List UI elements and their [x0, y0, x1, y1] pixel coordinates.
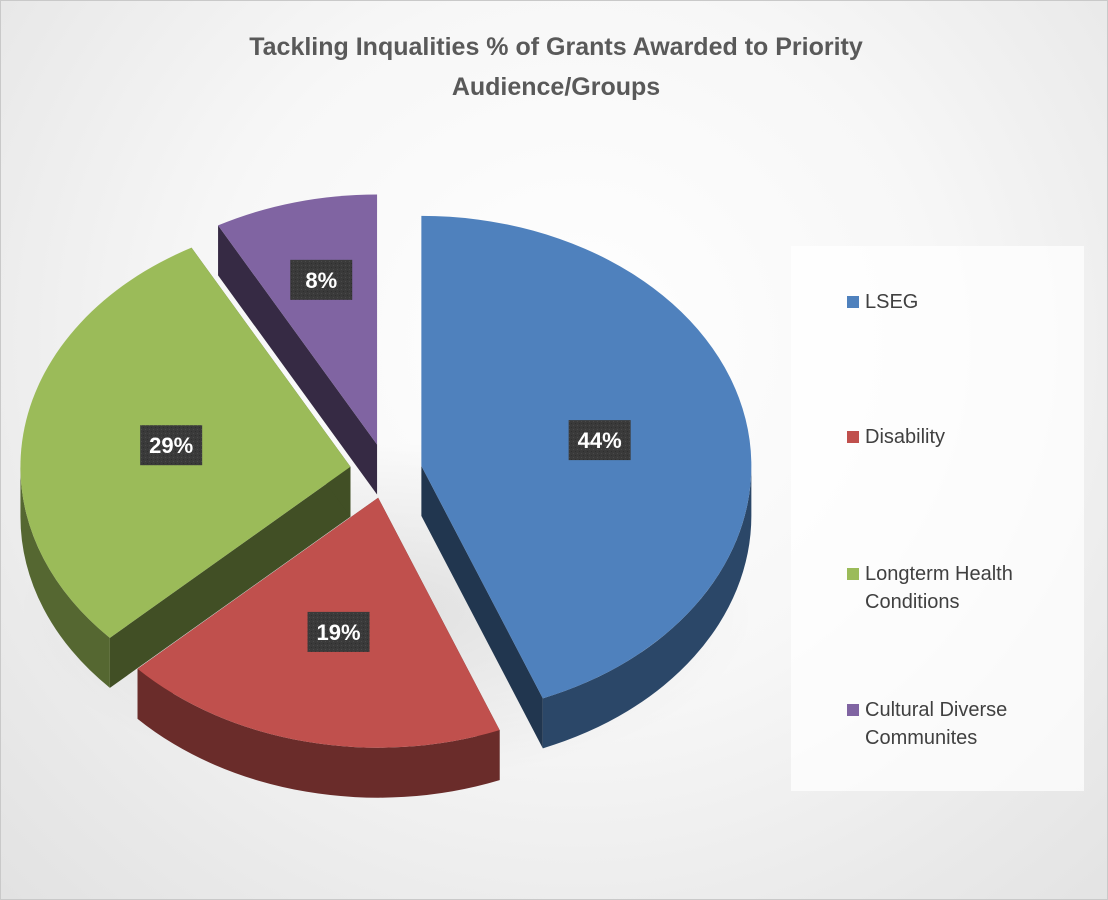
legend-label-cultural-diverse: Cultural Diverse Communites: [865, 696, 1007, 752]
legend-swatch-longterm-health: [847, 568, 859, 580]
legend-item-lseg: LSEG: [847, 288, 918, 316]
legend-label-longterm-health: Longterm Health Conditions: [865, 560, 1013, 616]
legend-item-disability: Disability: [847, 423, 945, 451]
data-label-text-disability: 19%: [317, 620, 361, 645]
legend-item-cultural-diverse: Cultural Diverse Communites: [847, 696, 1007, 752]
data-label-text-lseg: 44%: [578, 428, 622, 453]
data-label-text-longterm-health: 29%: [149, 433, 193, 458]
legend-swatch-disability: [847, 431, 859, 443]
legend-item-longterm-health: Longterm Health Conditions: [847, 560, 1013, 616]
legend-label-lseg: LSEG: [865, 288, 918, 316]
legend-label-disability: Disability: [865, 423, 945, 451]
data-label-disability: 19%: [308, 612, 370, 652]
data-label-longterm-health: 29%: [140, 425, 202, 465]
data-label-text-cultural-diverse: 8%: [305, 268, 337, 293]
data-label-cultural-diverse: 8%: [290, 260, 352, 300]
data-label-lseg: 44%: [569, 420, 631, 460]
legend-swatch-lseg: [847, 296, 859, 308]
legend-swatch-cultural-diverse: [847, 704, 859, 716]
legend: LSEG Disability Longterm Health Conditio…: [791, 246, 1084, 791]
